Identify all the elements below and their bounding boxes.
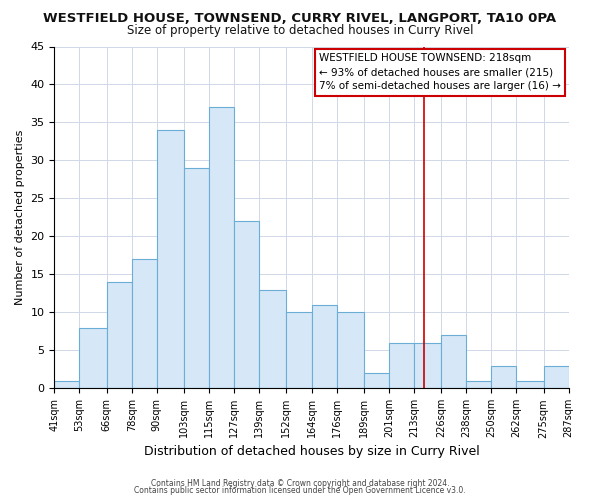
Bar (286, 312, 311, 388)
Bar (414, 343, 441, 388)
Bar (441, 335, 466, 388)
X-axis label: Distribution of detached houses by size in Curry Rivel: Distribution of detached houses by size … (143, 444, 479, 458)
Bar (209, 108, 234, 388)
Text: Size of property relative to detached houses in Curry Rivel: Size of property relative to detached ho… (127, 24, 473, 37)
Bar (389, 343, 414, 388)
Text: WESTFIELD HOUSE, TOWNSEND, CURRY RIVEL, LANGPORT, TA10 0PA: WESTFIELD HOUSE, TOWNSEND, CURRY RIVEL, … (43, 12, 557, 26)
Text: Contains public sector information licensed under the Open Government Licence v3: Contains public sector information licen… (134, 486, 466, 495)
Bar (311, 305, 337, 388)
Bar (55, 380, 79, 388)
Text: WESTFIELD HOUSE TOWNSEND: 218sqm
← 93% of detached houses are smaller (215)
7% o: WESTFIELD HOUSE TOWNSEND: 218sqm ← 93% o… (319, 54, 561, 92)
Bar (259, 290, 286, 388)
Bar (364, 373, 389, 388)
Bar (337, 312, 364, 388)
Text: Contains HM Land Registry data © Crown copyright and database right 2024.: Contains HM Land Registry data © Crown c… (151, 478, 449, 488)
Bar (234, 221, 259, 388)
Bar (184, 168, 209, 388)
Bar (544, 366, 569, 388)
Y-axis label: Number of detached properties: Number of detached properties (15, 130, 25, 305)
Bar (517, 380, 544, 388)
Bar (132, 259, 157, 388)
Bar (107, 282, 132, 389)
Bar (157, 130, 184, 388)
Bar (491, 366, 517, 388)
Bar (466, 380, 491, 388)
Bar (79, 328, 107, 388)
